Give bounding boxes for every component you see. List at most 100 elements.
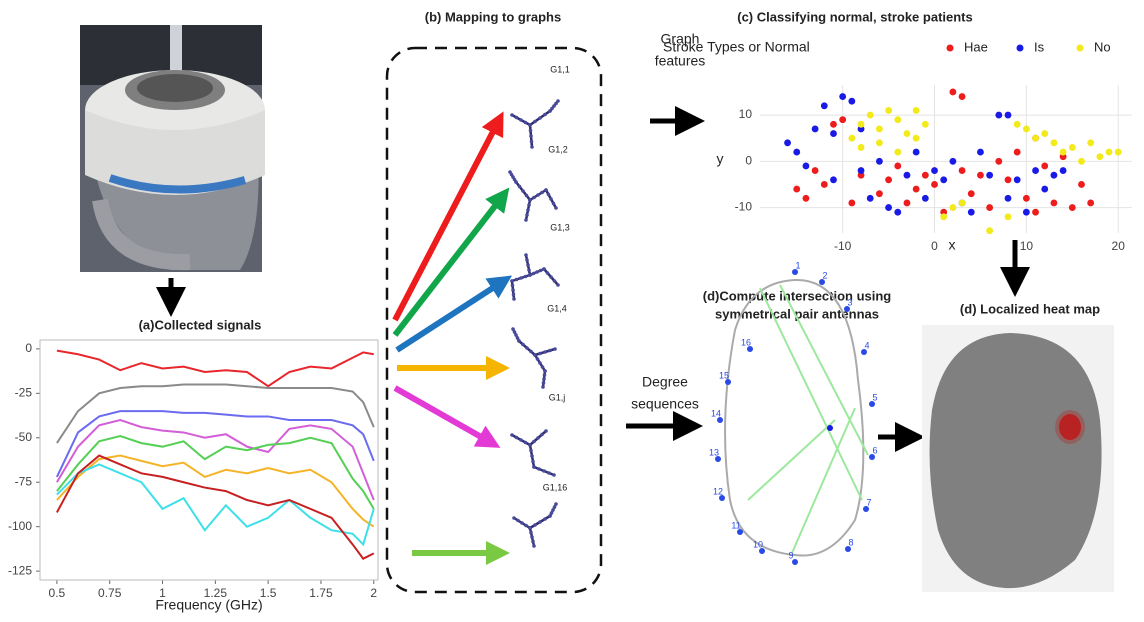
antenna-label: 6 — [872, 445, 877, 455]
graph-node — [539, 269, 543, 273]
antenna-label: 8 — [848, 537, 853, 547]
point — [876, 158, 883, 165]
x-tick-label: 0 — [931, 239, 938, 253]
point — [821, 102, 828, 109]
point — [858, 121, 865, 128]
y-tick-label: -50 — [15, 430, 33, 444]
y-tick-label: 10 — [739, 107, 753, 121]
graph-node — [531, 540, 535, 544]
point — [885, 176, 892, 183]
x-tick-label: 10 — [1020, 239, 1034, 253]
y-tick-label: -10 — [735, 200, 753, 214]
point — [977, 149, 984, 156]
point — [922, 121, 929, 128]
x-tick-label: 0.5 — [49, 586, 66, 600]
figure: (b) Mapping to graphs Graph features Deg… — [0, 0, 1144, 617]
graph-node — [512, 293, 516, 297]
graph-node — [515, 436, 519, 440]
point — [968, 190, 975, 197]
graph-node — [542, 377, 546, 381]
point — [1005, 195, 1012, 202]
graph-node — [512, 516, 516, 520]
graph-node — [510, 433, 514, 437]
point — [830, 176, 837, 183]
graph-node — [511, 284, 515, 288]
graph-node — [553, 279, 557, 283]
point — [848, 200, 855, 207]
graph-glyph — [510, 99, 560, 149]
point — [949, 204, 956, 211]
graph-node — [519, 276, 523, 280]
point — [1060, 167, 1067, 174]
point — [1023, 195, 1030, 202]
graph-node — [525, 346, 529, 350]
device-photo — [80, 25, 265, 272]
point — [885, 204, 892, 211]
point — [995, 158, 1002, 165]
point — [894, 116, 901, 123]
point — [995, 112, 1002, 119]
antenna-label: 16 — [741, 337, 751, 347]
signal-line — [57, 464, 374, 544]
x-tick-label: 20 — [1112, 239, 1126, 253]
point — [848, 135, 855, 142]
graph-node — [540, 433, 544, 437]
legend-label: Is — [1034, 39, 1045, 54]
graph-node — [541, 365, 545, 369]
graph-node — [515, 278, 519, 282]
point — [977, 172, 984, 179]
antenna-label: 2 — [822, 270, 827, 280]
point — [959, 200, 966, 207]
point — [1096, 153, 1103, 160]
point — [1051, 172, 1058, 179]
point — [1087, 139, 1094, 146]
legend-swatch — [1017, 45, 1024, 52]
graph-node — [529, 134, 533, 138]
point — [1014, 149, 1021, 156]
point — [904, 172, 911, 179]
graph-node — [525, 258, 529, 262]
point — [986, 172, 993, 179]
point — [913, 149, 920, 156]
graph-node — [515, 116, 519, 120]
point — [803, 163, 810, 170]
point — [793, 149, 800, 156]
graph-node — [554, 206, 558, 210]
graph-node — [528, 526, 532, 530]
antenna-label: 13 — [709, 447, 719, 457]
graph-node — [528, 443, 532, 447]
point — [1014, 176, 1021, 183]
point — [949, 89, 956, 96]
y-tick-label: -100 — [8, 519, 32, 533]
graph-node — [529, 531, 533, 535]
point — [1051, 139, 1058, 146]
graph-node — [538, 520, 542, 524]
intersection-lines — [748, 285, 868, 553]
point — [1106, 149, 1113, 156]
point — [1078, 158, 1085, 165]
graph-node — [538, 361, 542, 365]
signal-line — [57, 351, 374, 387]
point — [1069, 144, 1076, 151]
point — [858, 144, 865, 151]
graph-node — [529, 129, 533, 133]
graph-node — [524, 524, 528, 528]
antenna-label: 4 — [864, 340, 869, 350]
graph-node — [543, 113, 547, 117]
graph-node — [516, 519, 520, 523]
graph-node — [544, 188, 548, 192]
graph-node — [537, 467, 541, 471]
graph-node — [553, 347, 557, 351]
graph-node — [529, 350, 533, 354]
point — [913, 186, 920, 193]
legend-swatch — [947, 45, 954, 52]
graph-node — [536, 193, 540, 197]
point — [931, 167, 938, 174]
graph-node — [535, 270, 539, 274]
antenna-label: 15 — [719, 370, 729, 380]
graph-label: G1,2 — [548, 144, 568, 154]
graph-node — [543, 517, 547, 521]
graph-node — [538, 352, 542, 356]
point — [894, 149, 901, 156]
graph-node — [547, 193, 551, 197]
